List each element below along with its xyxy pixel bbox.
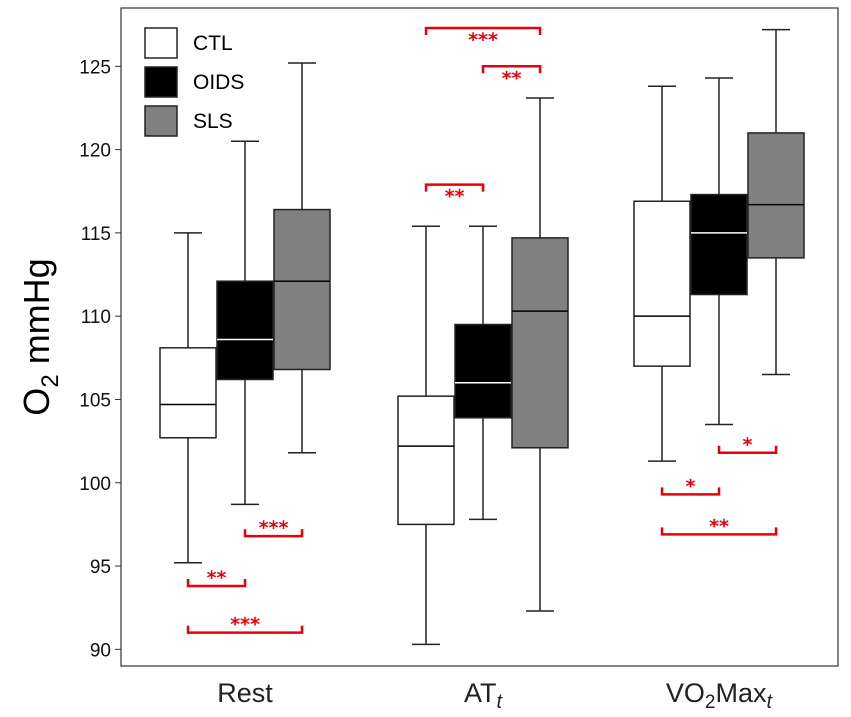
legend-item-ctl: CTL <box>144 27 233 59</box>
box-iqr <box>747 132 805 259</box>
category-mid: Max <box>716 678 768 708</box>
box-sls-1 <box>511 97 569 612</box>
category-subscript: t <box>496 691 503 713</box>
bracket-line <box>186 625 304 634</box>
category-subscript-2: 2 <box>705 692 716 713</box>
x-category-label: ATt <box>464 678 504 713</box>
significance-label: * <box>686 475 696 497</box>
significance-bracket: * <box>660 475 721 497</box>
legend-swatch <box>144 27 178 59</box>
y-axis-label: O2 mmHg <box>16 258 64 415</box>
box-iqr <box>511 237 569 449</box>
box-sls-0 <box>273 62 331 454</box>
bracket-line <box>481 65 542 74</box>
bracket-line <box>424 26 542 35</box>
significance-label: *** <box>259 517 289 539</box>
category-base: AT <box>464 678 497 708</box>
significance-brackets: ******************* <box>186 26 778 636</box>
box-iqr <box>690 193 748 296</box>
y-tick-label: 110 <box>81 307 111 328</box>
box-iqr <box>216 280 274 381</box>
significance-label: ** <box>207 567 227 589</box>
box-ctl-1 <box>397 225 455 646</box>
y-tick-label: 115 <box>81 224 111 245</box>
box-iqr <box>273 208 331 371</box>
y-tick-label: 125 <box>79 57 111 78</box>
y-tick-label: 90 <box>90 640 111 661</box>
x-category-label: VO2Maxt <box>666 678 774 713</box>
significance-label: ** <box>502 67 522 89</box>
significance-bracket: ** <box>186 567 247 589</box>
box-iqr <box>397 395 455 526</box>
significance-label: *** <box>230 614 260 636</box>
y-tick-label: 100 <box>79 474 111 495</box>
box-ctl-2 <box>633 85 691 462</box>
y-label-subscript: 2 <box>37 374 64 387</box>
box-ctl-0 <box>159 232 217 564</box>
significance-bracket: ** <box>481 65 542 89</box>
y-label-base: O <box>16 388 57 416</box>
bracket-line <box>186 579 247 588</box>
bracket-line <box>660 527 778 536</box>
significance-bracket: *** <box>424 26 542 51</box>
significance-bracket: * <box>717 434 778 456</box>
significance-bracket: ** <box>660 515 778 537</box>
box-iqr <box>633 200 691 367</box>
significance-bracket: *** <box>186 614 304 636</box>
y-axis: 90 95 100 105 110 115 120 125 <box>79 57 121 661</box>
legend-item-oids: OIDS <box>144 66 244 98</box>
box-oids-1 <box>454 225 512 521</box>
category-subscript: t <box>767 691 774 713</box>
y-tick-label: 120 <box>79 141 111 162</box>
legend-label: CTL <box>193 32 233 55</box>
legend-label: OIDS <box>193 71 244 94</box>
bracket-line <box>424 183 485 192</box>
legend: CTL OIDS SLS <box>144 27 244 137</box>
y-tick-label: 95 <box>90 557 111 578</box>
box-oids-2 <box>690 77 748 426</box>
bracket-line <box>717 445 778 455</box>
significance-label: *** <box>468 29 498 51</box>
legend-label: SLS <box>193 110 233 133</box>
y-label-units: mmHg <box>16 258 57 374</box>
category-base: Rest <box>217 678 273 708</box>
significance-bracket: ** <box>424 183 485 208</box>
bracket-line <box>243 529 304 538</box>
legend-swatch <box>144 105 178 137</box>
x-category-label: Rest <box>217 678 273 708</box>
y-label-text: O2 mmHg <box>16 258 64 415</box>
significance-label: ** <box>445 186 465 208</box>
significance-label: * <box>743 434 753 456</box>
box-sls-2 <box>747 28 805 376</box>
bracket-line <box>660 487 721 496</box>
significance-bracket: *** <box>243 517 304 539</box>
x-axis: Rest ATt VO2Maxt <box>217 678 773 713</box>
significance-label: ** <box>709 515 729 537</box>
legend-swatch <box>144 66 178 98</box>
box-iqr <box>454 323 512 419</box>
plot-frame <box>120 7 839 667</box>
box-iqr <box>159 347 217 439</box>
legend-item-sls: SLS <box>144 105 233 137</box>
y-tick-label: 105 <box>79 390 111 411</box>
box-oids-0 <box>216 140 274 506</box>
box-groups <box>159 28 805 646</box>
category-base: VO <box>666 678 705 708</box>
